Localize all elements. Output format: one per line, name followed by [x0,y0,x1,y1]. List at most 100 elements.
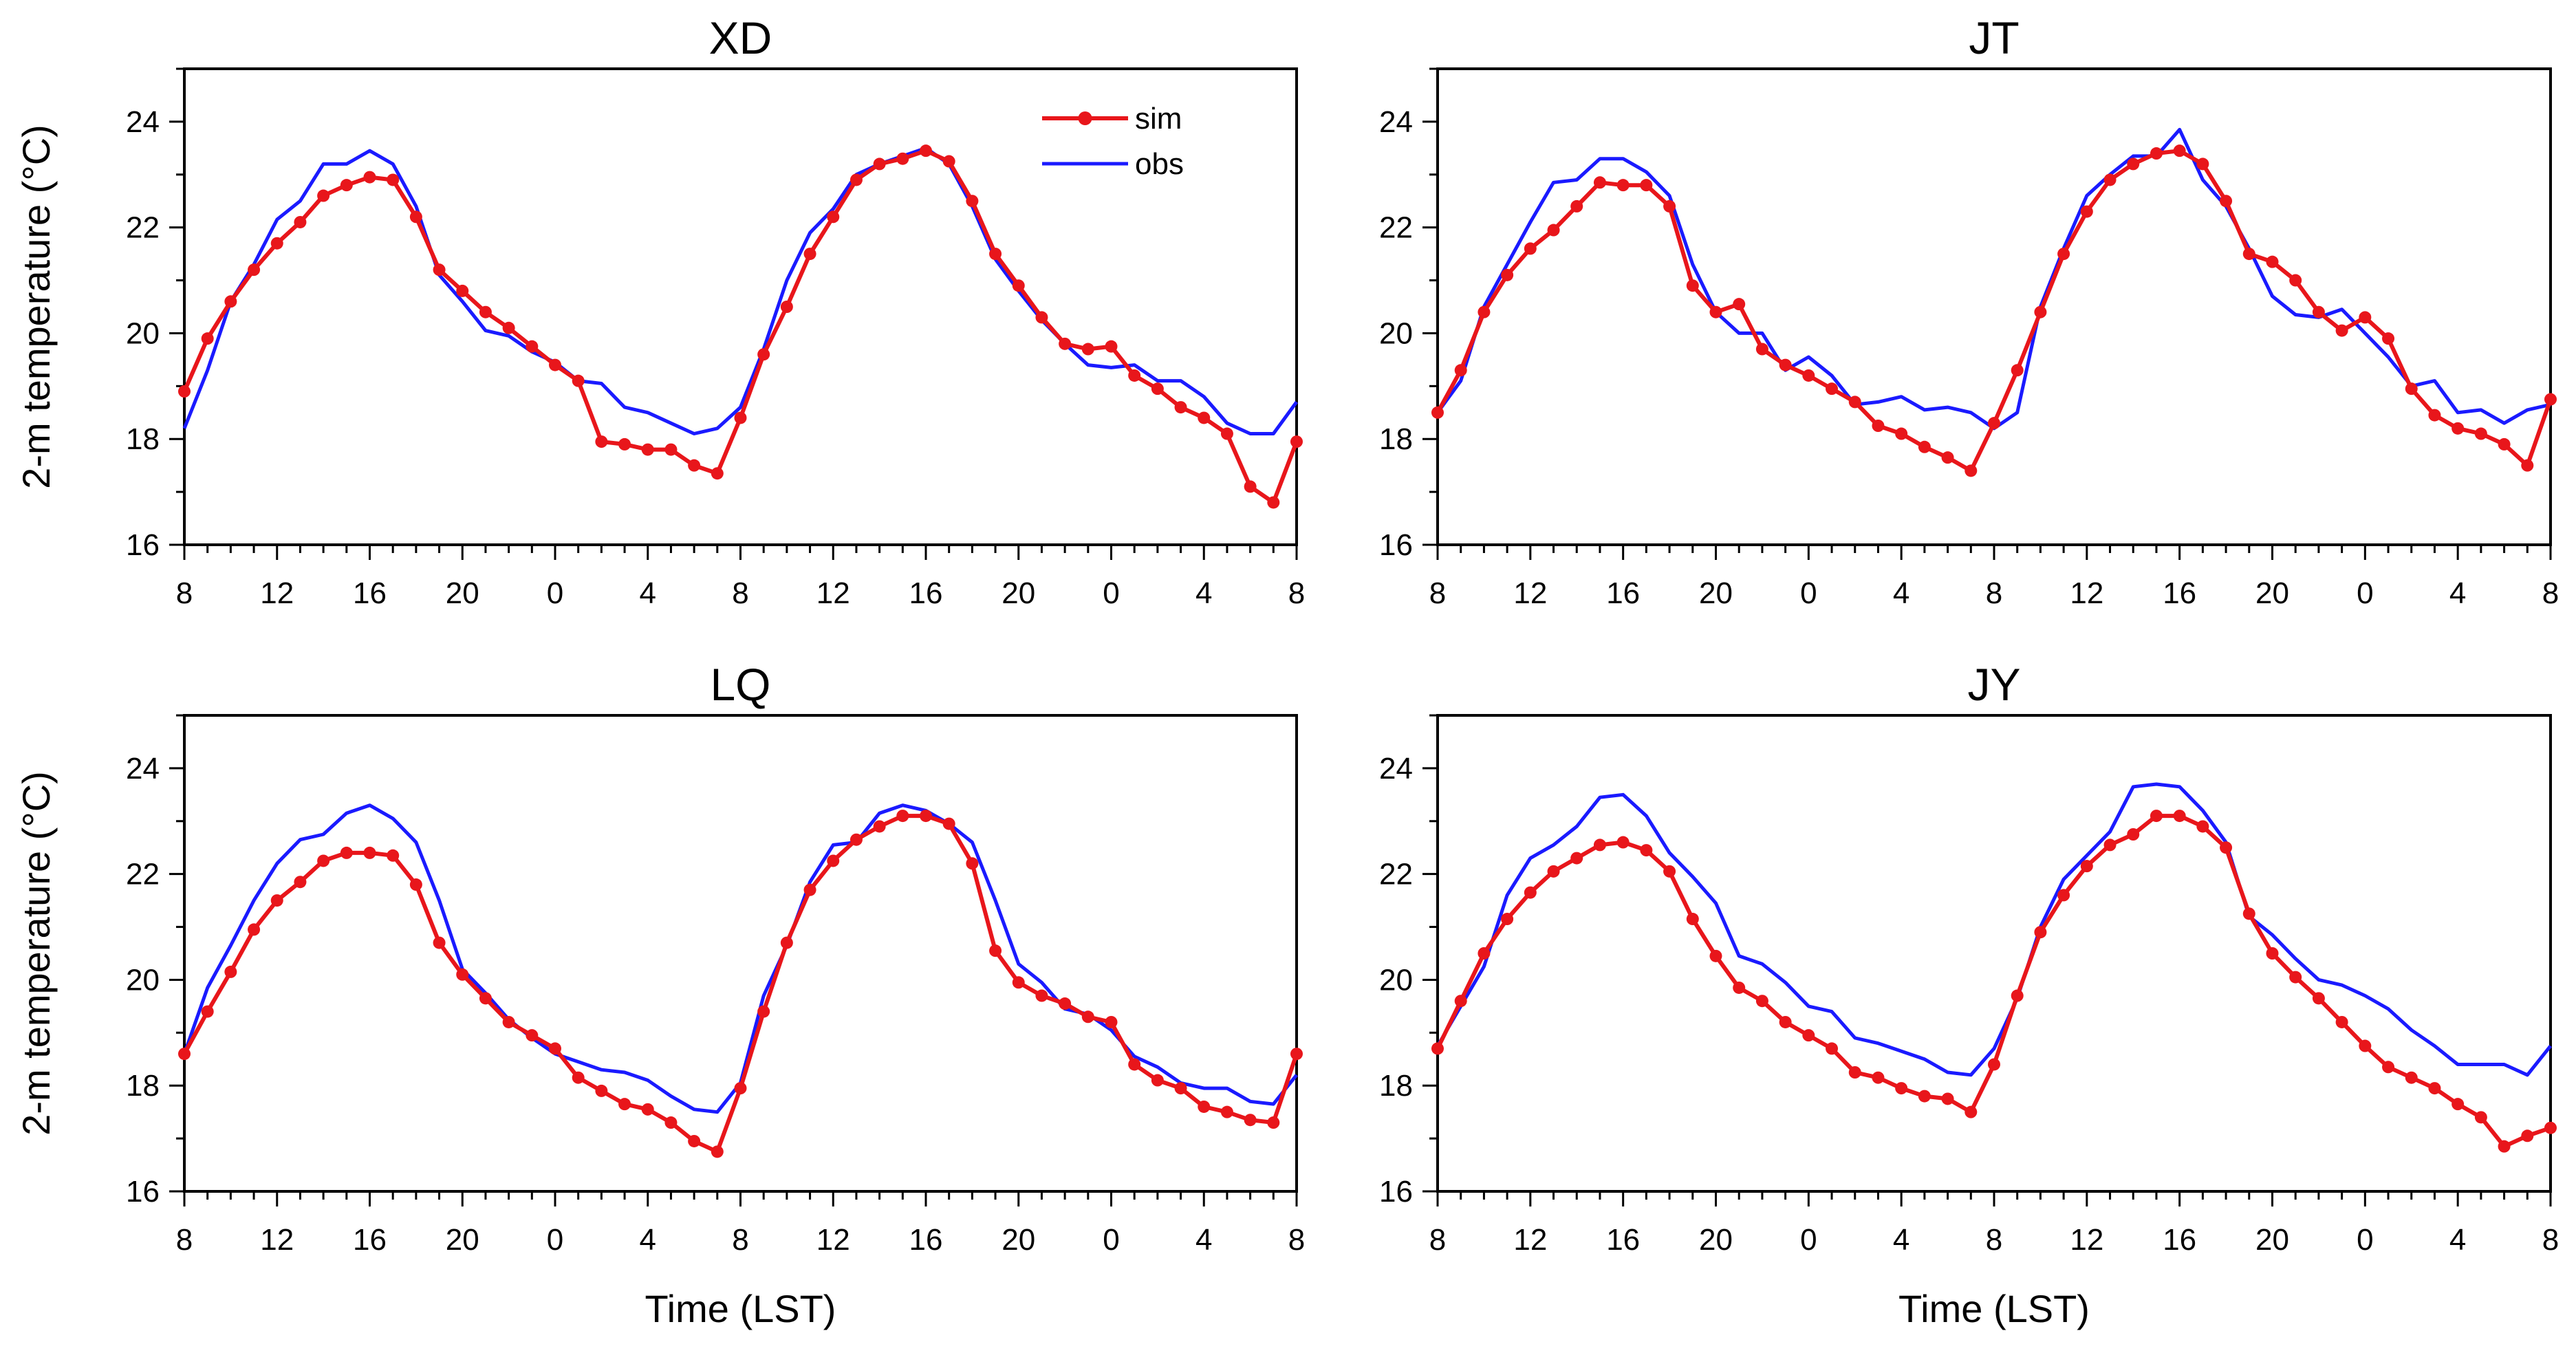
x-tick-label: 4 [1893,576,1909,610]
data-point-sim [572,374,585,387]
data-point-sim [1012,976,1025,989]
data-point-sim [920,144,932,158]
x-tick-label: 0 [1103,576,1119,610]
data-point-sim [2544,1121,2557,1134]
x-tick-label: 12 [2070,1223,2103,1257]
data-point-sim [711,1145,724,1158]
data-point-sim [2173,144,2186,158]
data-point-sim [1988,417,2000,430]
data-point-sim [1686,913,1699,926]
data-point-sim [479,305,492,318]
data-point-sim [2335,324,2348,337]
data-point-sim [2359,311,2372,324]
data-point-sim [1640,844,1653,857]
x-tick-label: 4 [1893,1223,1909,1257]
data-point-sim [1663,199,1676,213]
series-line-obs [1436,782,2552,1077]
panel-title: JY [1967,659,2020,710]
data-point-sim [1616,179,1630,192]
panel-xd: 16 18 20 22 24 8 12 16 20 0 4 8 12 16 20 0 4 8 XD 2-m tempe… [14,12,1305,610]
data-point-sim [1547,865,1560,878]
data-point-sim [1826,1042,1839,1055]
data-point-sim [2359,1039,2372,1052]
data-point-sim [2220,841,2233,854]
x-tick-label: 20 [1699,1223,1733,1257]
data-point-sim [270,894,283,907]
data-point-sim [1709,305,1722,318]
data-point-sim [1105,340,1118,353]
data-point-sim [1244,1114,1257,1127]
data-point-sim [1501,913,1514,926]
data-point-sim [1174,401,1187,414]
data-point-sim [1779,358,1792,371]
y-tick-label: 20 [126,316,160,350]
data-point-sim [1570,199,1583,213]
data-point-sim [1454,364,1467,377]
data-point-sim [294,215,307,228]
data-point-sim [2034,926,2047,939]
x-tick-label: 12 [816,1223,850,1257]
data-point-sim [1059,337,1072,350]
data-point-sim [641,1103,654,1116]
x-tick-label: 20 [2255,1223,2289,1257]
y-axis-title: 2-m temperature (°C) [14,771,58,1136]
data-point-sim [2057,248,2070,261]
x-tick-label: 8 [2542,1223,2559,1257]
data-point-sim [502,321,515,334]
data-point-sim [526,340,539,353]
data-point-sim [2242,907,2255,920]
data-point-sim [2011,364,2024,377]
x-tick-label: 20 [1699,576,1733,610]
y-tick-label: 18 [1379,422,1413,456]
data-point-sim [2382,332,2395,345]
data-point-sim [248,263,261,277]
y-tick-label: 22 [126,211,160,245]
data-point-sim [248,923,261,936]
data-point-sim [849,833,863,846]
data-point-sim [1733,298,1746,311]
data-point-sim [2266,255,2279,268]
data-point-sim [711,467,724,480]
data-point-sim [966,857,979,870]
x-tick-label: 8 [1986,576,2002,610]
data-point-sim [1895,427,1908,440]
data-point-sim [1918,1090,1931,1103]
data-point-sim [479,992,492,1005]
data-point-sim [2335,1015,2348,1028]
data-point-sim [1988,1058,2000,1071]
y-tick-label: 20 [126,963,160,997]
data-point-sim [340,846,353,859]
x-tick-label: 8 [2542,576,2559,610]
panel-title: LQ [710,659,770,710]
x-tick-label: 8 [732,1223,748,1257]
x-tick-label: 4 [2449,1223,2466,1257]
data-point-sim [1035,311,1048,324]
data-point-sim [734,1082,747,1095]
data-point-sim [688,459,701,472]
data-point-sim [2196,158,2209,171]
data-point-sim [1941,1092,1954,1105]
data-point-sim [618,1098,631,1111]
data-point-sim [920,810,932,823]
data-point-sim [827,210,840,224]
data-point-sim [1686,279,1699,292]
data-point-sim [1593,838,1606,852]
data-point-sim [1431,406,1444,419]
data-point-sim [1733,981,1746,994]
x-tick-label: 8 [1429,1223,1446,1257]
data-point-sim [456,968,469,981]
data-point-sim [1220,1105,1233,1118]
data-point-sim [942,817,955,830]
data-point-sim [2498,437,2511,451]
x-tick-label: 12 [1513,576,1547,610]
data-point-sim [1151,1074,1164,1087]
data-point-sim [317,189,330,202]
x-tick-label: 0 [2357,576,2373,610]
y-tick-label: 16 [126,1175,160,1209]
x-tick-label: 8 [1986,1223,2002,1257]
y-tick-label: 24 [1379,752,1413,786]
data-point-sim [896,152,909,165]
data-point-sim [688,1134,701,1147]
data-point-sim [780,936,793,949]
y-tick-label: 16 [126,528,160,562]
